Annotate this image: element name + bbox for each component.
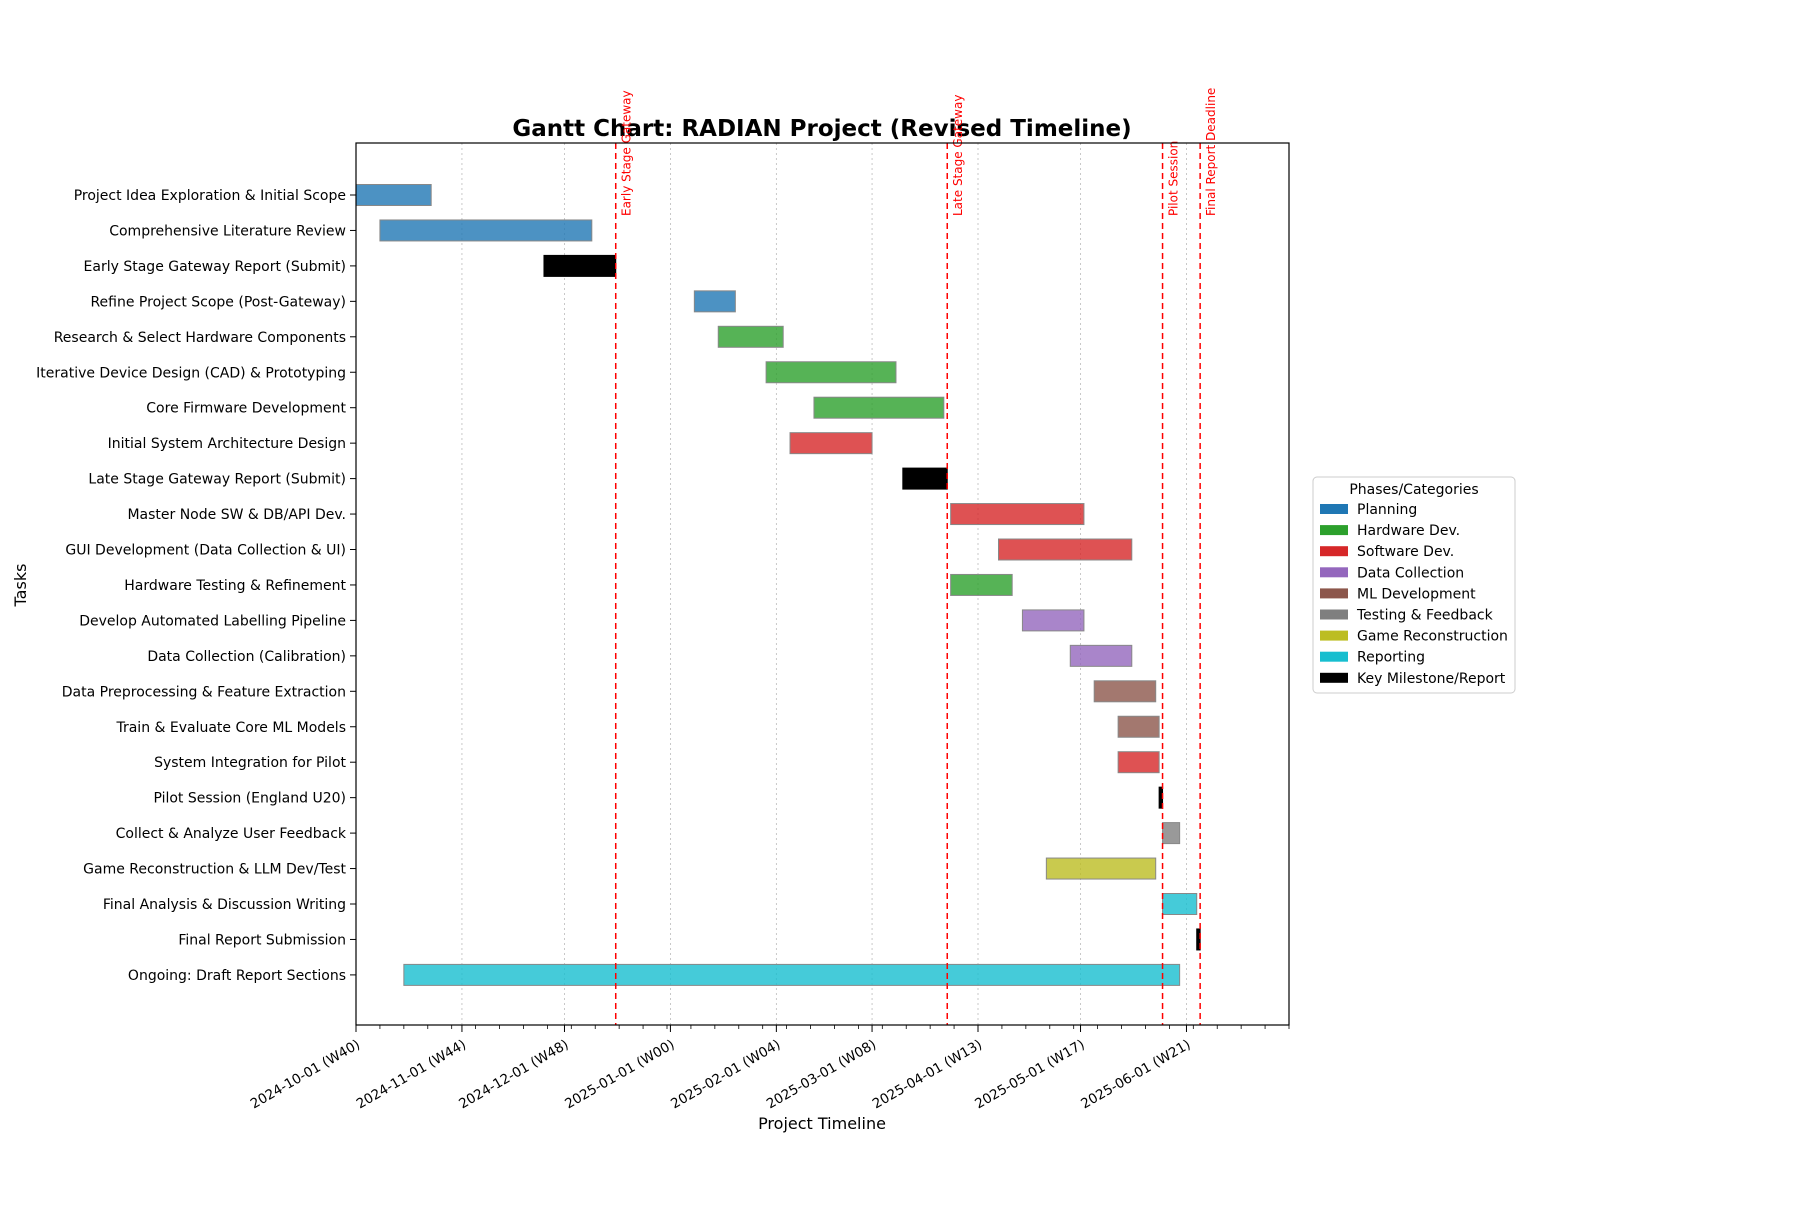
task-label: GUI Development (Data Collection & UI) <box>65 543 346 559</box>
legend-swatch <box>1320 609 1348 620</box>
legend-swatch <box>1320 672 1348 683</box>
task-bar <box>950 503 1085 526</box>
x-tick-label: 2025-06-01 (W21) <box>1078 1037 1193 1113</box>
legend-entry: Planning <box>1357 502 1417 518</box>
x-axis-label: Project Timeline <box>758 1114 886 1133</box>
task-label: Final Report Submission <box>178 932 346 948</box>
legend-entry: Data Collection <box>1357 565 1464 581</box>
y-axis-label: Tasks <box>11 564 30 608</box>
task-bar <box>950 573 1013 596</box>
task-bar <box>717 325 784 348</box>
task-label: Comprehensive Literature Review <box>109 223 346 239</box>
legend-entry: ML Development <box>1357 586 1476 602</box>
x-tick-label: 2025-01-01 (W00) <box>562 1037 677 1113</box>
x-tick-label: 2024-11-01 (W44) <box>354 1037 469 1113</box>
y-tick-labels: Project Idea Exploration & Initial Scope… <box>36 188 356 984</box>
legend-entry: Hardware Dev. <box>1357 523 1460 539</box>
x-tick-labels: 2024-10-01 (W40)2024-11-01 (W44)2024-12-… <box>248 1025 1290 1113</box>
legend-entry: Game Reconstruction <box>1357 629 1508 645</box>
task-label: Late Stage Gateway Report (Submit) <box>88 472 346 488</box>
legend: Phases/Categories Planning Hardware Dev. S… <box>1312 476 1516 694</box>
task-label: Initial System Architecture Design <box>108 436 346 452</box>
x-tick-label: 2025-04-01 (W13) <box>870 1037 985 1113</box>
legend-entry: Software Dev. <box>1357 544 1454 560</box>
x-tick-label: 2025-05-01 (W17) <box>972 1037 1087 1113</box>
legend-swatch <box>1320 588 1348 599</box>
task-bar <box>789 432 873 455</box>
task-bar <box>1162 822 1181 845</box>
legend-title: Phases/Categories <box>1349 482 1478 498</box>
task-bar <box>998 538 1133 561</box>
task-label: Core Firmware Development <box>146 401 346 417</box>
chart-title: Gantt Chart: RADIAN Project (Revised Tim… <box>512 116 1131 142</box>
x-tick-label: 2024-10-01 (W40) <box>248 1037 363 1113</box>
task-bar <box>1069 644 1133 667</box>
task-label: Develop Automated Labelling Pipeline <box>79 613 346 629</box>
task-bar <box>355 184 432 206</box>
task-bar <box>379 219 593 242</box>
task-label: Research & Select Hardware Components <box>54 330 346 346</box>
task-bar <box>1093 680 1157 703</box>
task-label: Final Analysis & Discussion Writing <box>103 897 346 913</box>
legend-swatch <box>1320 651 1348 662</box>
task-label: Collect & Analyze User Feedback <box>116 826 347 842</box>
x-tick-label: 2024-12-01 (W48) <box>456 1037 571 1113</box>
task-bar <box>1162 893 1198 915</box>
task-bar <box>1196 928 1201 951</box>
task-bar <box>693 290 736 313</box>
task-label: Data Preprocessing & Feature Extraction <box>62 684 346 700</box>
task-bar <box>765 361 897 384</box>
task-label: Early Stage Gateway Report (Submit) <box>84 259 346 275</box>
task-label: Game Reconstruction & LLM Dev/Test <box>83 862 346 878</box>
task-bar <box>543 254 617 277</box>
task-label: Iterative Device Design (CAD) & Prototyp… <box>36 365 346 381</box>
milestone-label: Early Stage Gateway <box>620 90 634 216</box>
milestone-label: Pilot Session <box>1167 141 1181 216</box>
milestone-label: Late Stage Gateway <box>951 95 965 216</box>
legend-box <box>1312 476 1516 694</box>
task-label: Pilot Session (England U20) <box>153 791 346 807</box>
legend-entry: Testing & Feedback <box>1356 608 1494 624</box>
task-label: Refine Project Scope (Post-Gateway) <box>90 294 346 310</box>
legend-entry: Key Milestone/Report <box>1357 671 1506 687</box>
task-bar <box>1045 857 1157 880</box>
legend-swatch <box>1320 504 1348 514</box>
task-label: Master Node SW & DB/API Dev. <box>127 507 346 523</box>
bars-layer <box>355 184 1201 986</box>
milestone-label: Final Report Deadline <box>1204 88 1218 216</box>
task-label: System Integration for Pilot <box>154 755 346 771</box>
legend-swatch <box>1320 525 1348 536</box>
task-bar <box>1021 609 1085 632</box>
task-bar <box>1117 751 1160 774</box>
legend-swatch <box>1320 546 1348 557</box>
legend-swatch <box>1320 567 1348 578</box>
task-label: Ongoing: Draft Report Sections <box>128 968 346 984</box>
legend-swatch <box>1320 630 1348 641</box>
task-label: Project Idea Exploration & Initial Scope <box>74 188 346 204</box>
task-bar <box>813 396 945 419</box>
task-label: Data Collection (Calibration) <box>147 649 346 665</box>
task-label: Hardware Testing & Refinement <box>124 578 346 594</box>
task-bar <box>902 467 948 490</box>
task-bar <box>1117 715 1160 738</box>
task-label: Train & Evaluate Core ML Models <box>115 720 346 736</box>
plot-frame <box>355 142 1290 1026</box>
legend-entry: Reporting <box>1357 650 1425 666</box>
task-bar <box>403 963 1181 986</box>
milestone-layer: Early Stage Gateway Late Stage Gateway Pil… <box>614 88 1218 1025</box>
